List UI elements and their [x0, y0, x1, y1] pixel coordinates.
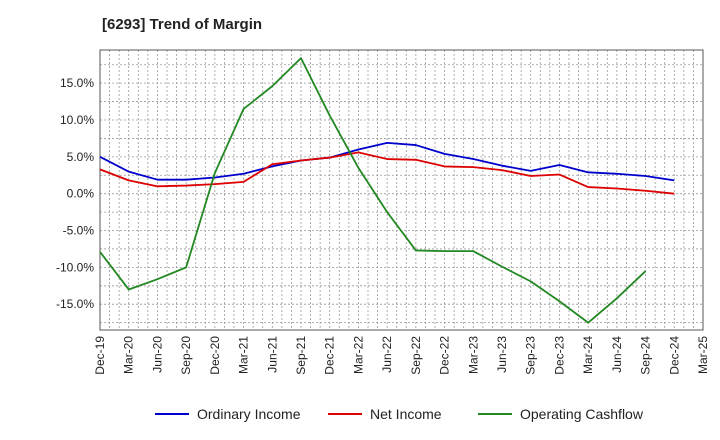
x-tick-label: Mar-20: [122, 336, 136, 374]
net-income-line: [99, 151, 675, 195]
ordinary-income-line: [99, 141, 675, 182]
x-tick-label: Jun-24: [610, 336, 624, 373]
y-tick-label: 5.0%: [67, 150, 95, 164]
plot-frame: [99, 49, 704, 331]
y-tick-label: 15.0%: [60, 76, 94, 90]
x-tick-label: Sep-21: [294, 336, 308, 375]
operating-cashflow-line: [99, 57, 647, 324]
x-tick-label: Mar-24: [581, 336, 595, 374]
y-tick-label: 10.0%: [60, 113, 94, 127]
x-tick-label: Dec-23: [552, 336, 566, 375]
y-tick-label: -5.0%: [63, 224, 95, 238]
x-tick-label: Sep-24: [639, 336, 653, 375]
operating-cashflow-legend-label: Operating Cashflow: [520, 406, 644, 422]
ordinary-income-legend-label: Ordinary Income: [197, 406, 301, 422]
x-tick-label: Mar-22: [351, 336, 365, 374]
y-tick-label: -15.0%: [56, 297, 94, 311]
x-axis-ticks: Dec-19 Mar-20 Jun-20 Sep-20 Dec-20 Mar-21 Jun-…: [93, 336, 710, 375]
x-tick-label: Sep-23: [524, 336, 538, 375]
x-tick-label: Mar-25: [696, 336, 710, 374]
net-income-legend-label: Net Income: [370, 406, 442, 422]
y-tick-label: -10.0%: [56, 260, 94, 274]
chart-title: [6293] Trend of Margin: [102, 16, 263, 33]
grid-lines: [100, 50, 703, 330]
x-tick-label: Jun-21: [265, 336, 279, 373]
x-tick-label: Dec-19: [93, 336, 107, 375]
x-tick-label: Dec-22: [438, 336, 452, 375]
x-tick-label: Sep-20: [179, 336, 193, 375]
x-tick-label: Dec-21: [323, 336, 337, 375]
legend: Ordinary Income Net Income Operating Cashf…: [155, 406, 644, 422]
x-tick-label: Dec-20: [208, 336, 222, 375]
x-tick-label: Dec-24: [667, 336, 681, 375]
y-tick-label: 0.0%: [67, 187, 95, 201]
x-tick-label: Mar-23: [466, 336, 480, 374]
x-tick-label: Mar-21: [237, 336, 251, 374]
series-lines: [99, 57, 675, 324]
x-tick-label: Jun-22: [380, 336, 394, 373]
x-tick-label: Jun-20: [150, 336, 164, 373]
y-axis-ticks: 15.0% 10.0% 5.0% 0.0% -5.0% -10.0% -15.0%: [56, 76, 94, 311]
x-tick-label: Sep-22: [409, 336, 423, 375]
x-tick-label: Jun-23: [495, 336, 509, 373]
